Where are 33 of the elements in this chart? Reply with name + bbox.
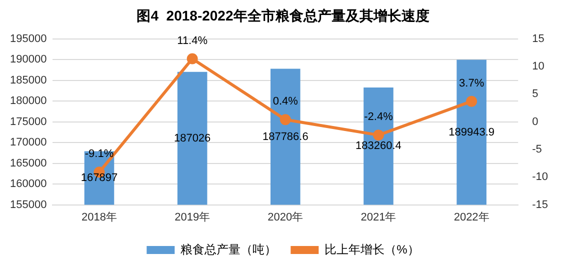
point: [186, 53, 198, 64]
y-tick-label: 160000: [10, 178, 47, 190]
legend-label: 粮食总产量（吨）: [180, 242, 277, 256]
y-tick-label: 170000: [10, 136, 47, 149]
data-label: -9.1%: [84, 148, 114, 160]
point: [466, 96, 478, 107]
y2-tick-label: 5: [532, 88, 538, 100]
y2-tick-label: 15: [532, 32, 544, 45]
data-label: -2.4%: [364, 111, 394, 124]
y-tick-label: 195000: [10, 32, 47, 45]
y-tick-label: 165000: [10, 157, 47, 170]
data-label: 3.7%: [459, 77, 484, 90]
legend-label: 比上年增长（%）: [324, 242, 420, 256]
y2-tick-label: -15: [532, 198, 548, 211]
y2-tick-label: 10: [532, 60, 544, 72]
x-tick-label: 2021年: [360, 211, 396, 224]
y2-tick-label: -5: [532, 144, 542, 156]
chart-title: 图4 2018-2022年全市粮食总产量及其增长速度: [136, 7, 430, 24]
y-tick-label: 190000: [10, 54, 47, 66]
y-tick-label: 180000: [10, 95, 47, 108]
y2-tick-label: 0: [532, 116, 538, 128]
y-tick-label: 155000: [10, 198, 47, 211]
x-tick-label: 2022年: [454, 211, 490, 224]
point: [372, 130, 384, 141]
data-label: 11.4%: [177, 34, 208, 47]
data-label: 0.4%: [272, 96, 298, 108]
y-tick-label: 185000: [10, 74, 47, 86]
x-tick-label: 2019年: [174, 211, 210, 224]
y-tick-label: 175000: [10, 116, 47, 128]
point: [280, 114, 291, 126]
x-tick-label: 2018年: [82, 211, 117, 224]
y2-tick-label: -10: [532, 171, 548, 184]
x-tick-label: 2020年: [268, 211, 304, 224]
